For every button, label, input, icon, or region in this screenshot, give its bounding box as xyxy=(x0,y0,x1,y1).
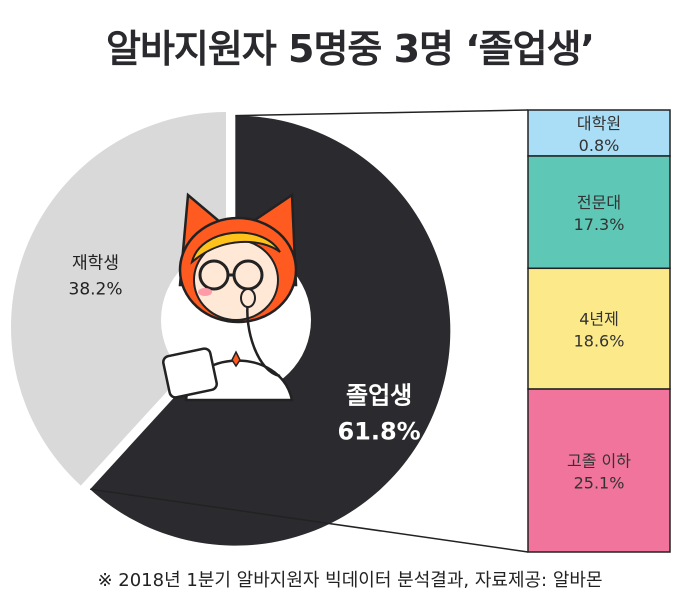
chart-title: 알바지원자 5명중 3명 ‘졸업생’ xyxy=(105,27,595,71)
bar-label-name-0: 대학원 xyxy=(577,114,621,133)
pie-label-value-1: 38.2% xyxy=(69,279,123,299)
bar-segment-1 xyxy=(527,155,671,270)
pie-label-name-0: 졸업생 xyxy=(346,381,412,409)
bar-label-value-3: 25.1% xyxy=(574,474,625,493)
bar-label-value-2: 18.6% xyxy=(574,332,625,351)
connector-line-bottom xyxy=(90,488,529,553)
bar-segment-3 xyxy=(527,388,671,553)
bar-label-name-2: 4년제 xyxy=(579,310,619,329)
bar-segment-2 xyxy=(527,267,671,390)
connector-lines xyxy=(90,109,529,553)
data-labels: 졸업생 61.8% 재학생 38.2% 대학원 0.8% 전문대 17.3% 4년제 18.6% 고… xyxy=(69,114,632,493)
connector-line-top xyxy=(235,109,529,117)
pie-slice-students xyxy=(11,112,227,486)
pie-label-value-0: 61.8% xyxy=(337,417,420,445)
pie-label-name-1: 재학생 xyxy=(72,253,119,273)
bar-label-value-1: 17.3% xyxy=(574,215,625,234)
bar-label-name-1: 전문대 xyxy=(577,193,621,212)
bar-label-value-0: 0.8% xyxy=(579,136,620,155)
bar-label-name-3: 고졸 이하 xyxy=(567,452,631,471)
bar-segment-0 xyxy=(527,109,671,157)
stacked-bar xyxy=(527,109,671,553)
source-footnote: ※ 2018년 1분기 알바지원자 빅데이터 분석결과, 자료제공: 알바몬 xyxy=(97,570,603,591)
fox-mascot-icon xyxy=(161,192,311,402)
